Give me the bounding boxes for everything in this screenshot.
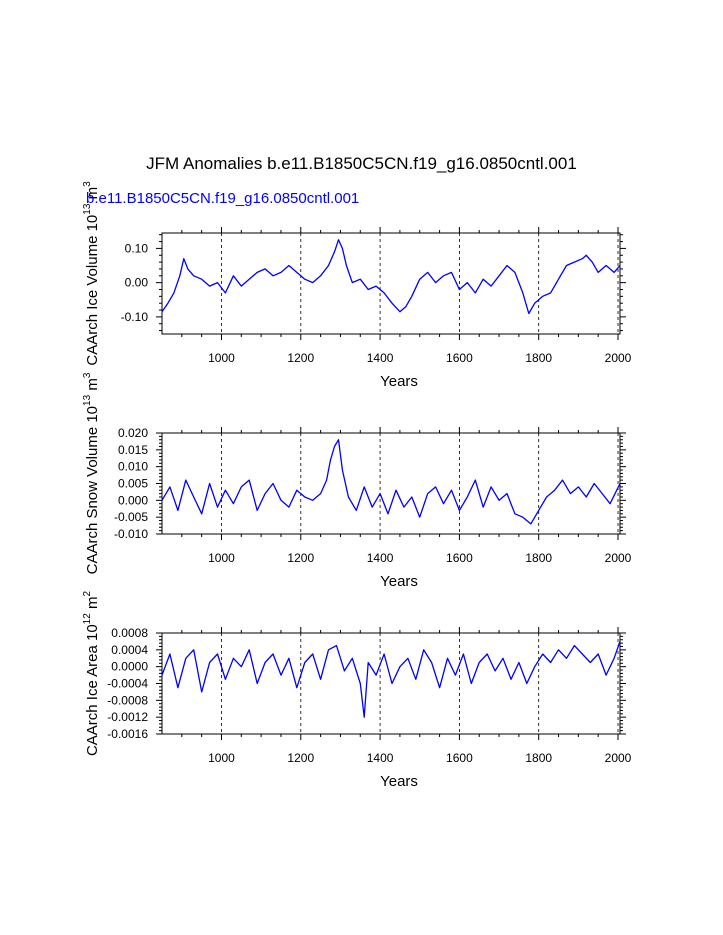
x-tick-label: 1800: [525, 551, 552, 565]
plot-frame: [161, 632, 621, 735]
y-axis-label-unit-exponent: 2: [82, 591, 93, 597]
y-tick-label: -0.10: [121, 310, 149, 324]
x-tick-label: 2000: [605, 551, 632, 565]
x-tick-label: 1600: [446, 551, 473, 565]
x-tick-label: 1600: [446, 351, 473, 365]
y-tick-label: -0.0016: [107, 727, 148, 741]
y-axis-label-unit: m: [84, 187, 101, 204]
y-axis-label-exponent: 12: [82, 613, 93, 625]
y-tick-label: 0.005: [118, 477, 148, 491]
x-tick-label: 1400: [367, 751, 394, 765]
y-tick-label: -0.0004: [107, 677, 148, 691]
x-tick-label: 1800: [525, 351, 552, 365]
y-tick-label: 0.0004: [111, 643, 148, 657]
x-axis-label: Years: [380, 573, 418, 590]
x-tick-label: 1400: [367, 351, 394, 365]
x-tick-label: 1000: [208, 751, 235, 765]
x-tick-label: 1600: [446, 751, 473, 765]
y-tick-label: 0.10: [125, 241, 149, 255]
panel-snow-volume: 1000 1200 1400 1600 1800 2000 -0.010 -0.005 0.00…: [82, 372, 632, 590]
y-tick-label: -0.005: [114, 510, 148, 524]
y-tick-label: -0.010: [114, 527, 148, 541]
y-axis-label-text: CAArch Ice Area 10: [84, 624, 101, 756]
y-tick-label: -0.0012: [107, 710, 148, 724]
x-tick-label: 1200: [287, 551, 314, 565]
y-axis-label-exponent: 13: [82, 394, 93, 406]
y-axis-label-unit: m: [84, 597, 101, 614]
x-tick-label: 1000: [208, 551, 235, 565]
y-axis-label: CAArch Ice Volume 1013 m3: [82, 181, 101, 366]
y-tick-label: 0.0000: [111, 660, 148, 674]
series-line-ice-area-anomaly: [161, 641, 621, 718]
y-tick-label: 0.0008: [111, 626, 148, 640]
x-axis-label: Years: [380, 773, 418, 790]
x-tick-label: 1200: [287, 751, 314, 765]
figure-title: JFM Anomalies b.e11.B1850C5CN.f19_g16.08…: [146, 154, 577, 173]
x-tick-label: 1000: [208, 351, 235, 365]
y-axis-label-unit-exponent: 3: [82, 372, 93, 378]
y-axis-label-text: CAArch Snow Volume 10: [84, 406, 101, 574]
plot-frame: [161, 232, 621, 335]
x-tick-label: 1200: [287, 351, 314, 365]
panel-ice-volume: 1000 1200 1400 1600 1800 2000 -0.10 0.00 0.10 Yea…: [82, 181, 632, 390]
y-tick-label: 0.020: [118, 426, 148, 440]
x-tick-label: 2000: [605, 751, 632, 765]
x-tick-label: 2000: [605, 351, 632, 365]
x-tick-label: 1800: [525, 751, 552, 765]
plot-frame: [161, 432, 621, 535]
y-axis-label-unit-exponent: 3: [82, 181, 93, 187]
y-axis-label-exponent: 13: [82, 203, 93, 215]
y-axis-label: CAArch Ice Area 1012 m2: [82, 591, 101, 757]
y-tick-label: -0.0008: [107, 693, 148, 707]
y-axis-label-text: CAArch Ice Volume 10: [84, 215, 101, 366]
figure-subtitle: b.e11.B1850C5CN.f19_g16.0850cntl.001: [86, 190, 360, 207]
panel-ice-area: 1000 1200 1400 1600 1800 2000 -0.0016 -0.0012 -0…: [82, 591, 632, 790]
series-line-ice-volume-anomaly: [161, 239, 621, 315]
y-tick-label: 0.010: [118, 460, 148, 474]
x-tick-label: 1400: [367, 551, 394, 565]
y-tick-label: 0.00: [125, 276, 149, 290]
y-axis-label: CAArch Snow Volume 1013 m3: [82, 372, 101, 574]
series-line-snow-volume-anomaly: [161, 439, 621, 525]
y-tick-label: 0.000: [118, 493, 148, 507]
y-tick-label: 0.015: [118, 443, 148, 457]
y-axis-label-unit: m: [84, 378, 101, 395]
x-axis-label: Years: [380, 373, 418, 390]
